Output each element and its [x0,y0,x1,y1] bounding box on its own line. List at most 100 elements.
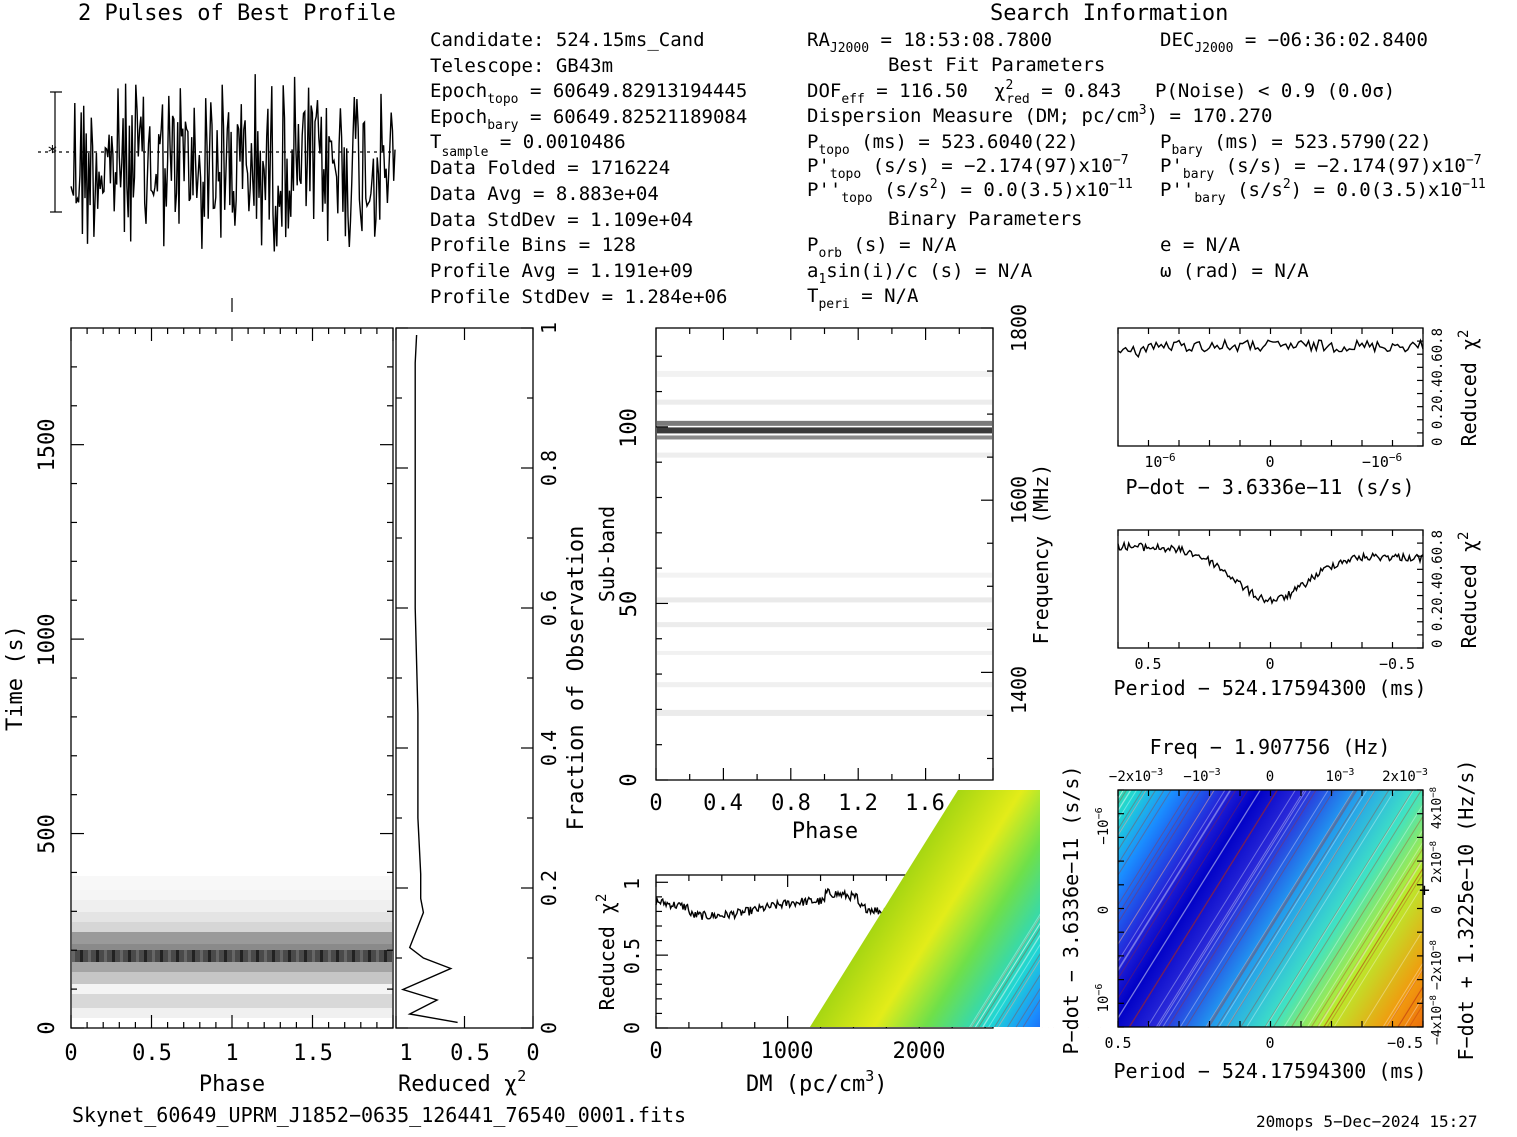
info-ptopo: Ptopo (ms) = 523.6040(22) [807,131,1079,158]
tp-stripe-11 [160,950,163,962]
ppd-streak-1 [1112,789,1262,1028]
sb-band-44 [657,622,992,628]
tp-band-0 [72,1008,392,1018]
ppd-streak-12 [1246,789,1396,1028]
tp-stripe-8 [136,950,139,962]
ppd-streak-3 [1129,789,1279,1028]
tp-stripe-33 [336,950,339,962]
tp-stripe-37 [368,950,371,962]
tp-stripe-17 [208,950,211,962]
time-phase-plot: 0 0.5 1 1.5 Phase 0 500 1000 1500 Time (… [3,327,394,1097]
tp-stripe-14 [184,950,187,962]
sb-xtick-3: 1.2 [838,791,878,816]
tp-band-8 [72,922,392,932]
sb-xtick-0: 0 [649,791,662,816]
tc-xlabel: Reduced χ2 [398,1067,526,1097]
info-data-avg: Data Avg = 8.883e+04 [430,183,659,205]
pdot-chi2-plot: 10−6 0 −10−6 P−dot − 3.6336e−11 (s/s) 0 … [1117,327,1481,499]
footer-filename: Skynet_60649_UPRM_J1852−0635_126441_7654… [72,1103,686,1127]
tp-stripe-34 [344,950,347,962]
tp-xlabel: Phase [199,1072,265,1097]
ppd-ylabel: P−dot − 3.6336e−11 (s/s) [1059,766,1083,1055]
sb-band-36 [657,650,992,655]
ppd-ytick-0: 10−6 [1094,984,1112,1013]
tp-stripe-26 [280,950,283,962]
dm-ylabel: Reduced χ2 [594,894,619,1011]
pd-xlabel: P−dot − 3.6336e−11 (s/s) [1126,475,1415,499]
candidate-info: Candidate: 524.15ms_Cand Telescope: GB43… [430,29,747,308]
info-epoch-bary: Epochbary = 60649.82521189084 [430,106,747,133]
ppd-streak-66 [1167,789,1317,1028]
tp-stripe-29 [304,950,307,962]
time-phase-heatmap [72,876,392,1018]
tp-band-1 [72,994,392,1008]
profile-title: 2 Pulses of Best Profile [78,1,396,26]
subband-phase-plot: 0 0.4 0.8 1.2 1.6 2 Phase 0 50 100 Sub-b… [595,304,1053,844]
ppd-title: Freq − 1.907756 (Hz) [1150,735,1391,759]
tp-stripe-2 [88,950,91,962]
info-asini: a1sin(i)/c (s) = N/A [807,260,1033,287]
tp-band-3 [72,972,392,984]
tp-stripe-3 [96,950,99,962]
ppd-toptick-4: 2x10−3 [1382,767,1428,785]
info-telescope: Telescope: GB43m [430,55,613,77]
sb-ylabel: Sub-band [595,506,619,602]
sb-band-92 [657,452,992,458]
sb-band-19 [657,709,992,716]
info-omega: ω (rad) = N/A [1160,260,1309,282]
ppd-xtick-1: 0 [1265,1034,1274,1052]
dm-ytick-1: 0.5 [620,938,644,974]
tp-stripe-9 [144,950,147,962]
pr-xlabel: Period − 524.17594300 (ms) [1113,676,1426,700]
dm-ytick-0: 0 [620,1022,644,1034]
profile-plot: * [38,74,396,312]
best-fit-marker: + [1419,880,1430,901]
pd-xtick-2: −10−6 [1362,451,1402,471]
sb-band-115 [657,370,992,377]
info-tsample: Tsample = 0.0010486 [430,131,626,160]
tp-stripe-39 [384,950,387,962]
ppd-streak-19 [1240,789,1390,1028]
tp-stripe-38 [376,950,379,962]
sb-ytick-2: 100 [617,408,642,448]
info-ecc: e = N/A [1160,234,1241,256]
pr-ylabel: Reduced χ2 [1456,532,1481,649]
info-data-folded: Data Folded = 1716224 [430,157,670,179]
best-fit-title: Best Fit Parameters [888,54,1105,76]
tp-stripe-35 [352,950,355,962]
tp-ytick-3: 1500 [35,419,60,472]
sb-y2tick-2: 1800 [1007,304,1031,352]
tp-stripe-27 [288,950,291,962]
ppd-ytick-1: 0 [1096,906,1112,914]
pd-xtick-1: 0 [1265,453,1274,471]
tp-stripe-24 [264,950,267,962]
tp-ytick-1: 500 [35,814,60,854]
tp-xtick-1: 0.5 [132,1041,172,1066]
ppd-y2tick-0: −4x10−8 [1429,995,1445,1045]
info-profile-stddev: Profile StdDev = 1.284e+06 [430,286,727,308]
pdot-chi2-line [1117,338,1424,359]
sb-band-101 [657,420,992,426]
info-porb: Porb (s) = N/A [807,234,957,261]
info-pnoise: P(Noise) < 0.9 (0.0σ) [1155,80,1395,102]
dm-xlabel: DM (pc/cm3) [746,1067,888,1097]
ppd-streak-32 [1162,789,1312,1028]
info-pdot-topo: P'topo (s/s) = −2.174(97)x10−7 [807,153,1129,182]
ppd-streak-22 [1179,789,1329,1028]
tp-xtick-3: 1.5 [293,1041,333,1066]
pr-xtick-0: 0.5 [1134,655,1161,673]
tp-band-4 [72,962,392,972]
tp-stripe-0 [72,950,75,962]
ppd-streak-60 [1128,789,1278,1028]
pr-yticks: 0 0.20.40.60.8 [1430,530,1446,648]
sb-xlabel: Phase [792,819,858,844]
ppd-streak-15 [1155,789,1305,1028]
pr-xtick-1: 0 [1265,655,1274,673]
info-dof: DOFeff = 116.50 [807,80,968,107]
ppd-toptick-0: −2x10−3 [1109,767,1163,785]
tp-stripe-21 [240,950,243,962]
tp-ytick-0: 0 [35,1021,60,1034]
info-pbary: Pbary (ms) = 523.5790(22) [1160,131,1432,158]
p-pdot-plot: Freq − 1.907756 (Hz) + 0.5 0 −0.5 Period… [809,735,1517,1083]
dm-xtick-2: 2000 [893,1039,946,1064]
